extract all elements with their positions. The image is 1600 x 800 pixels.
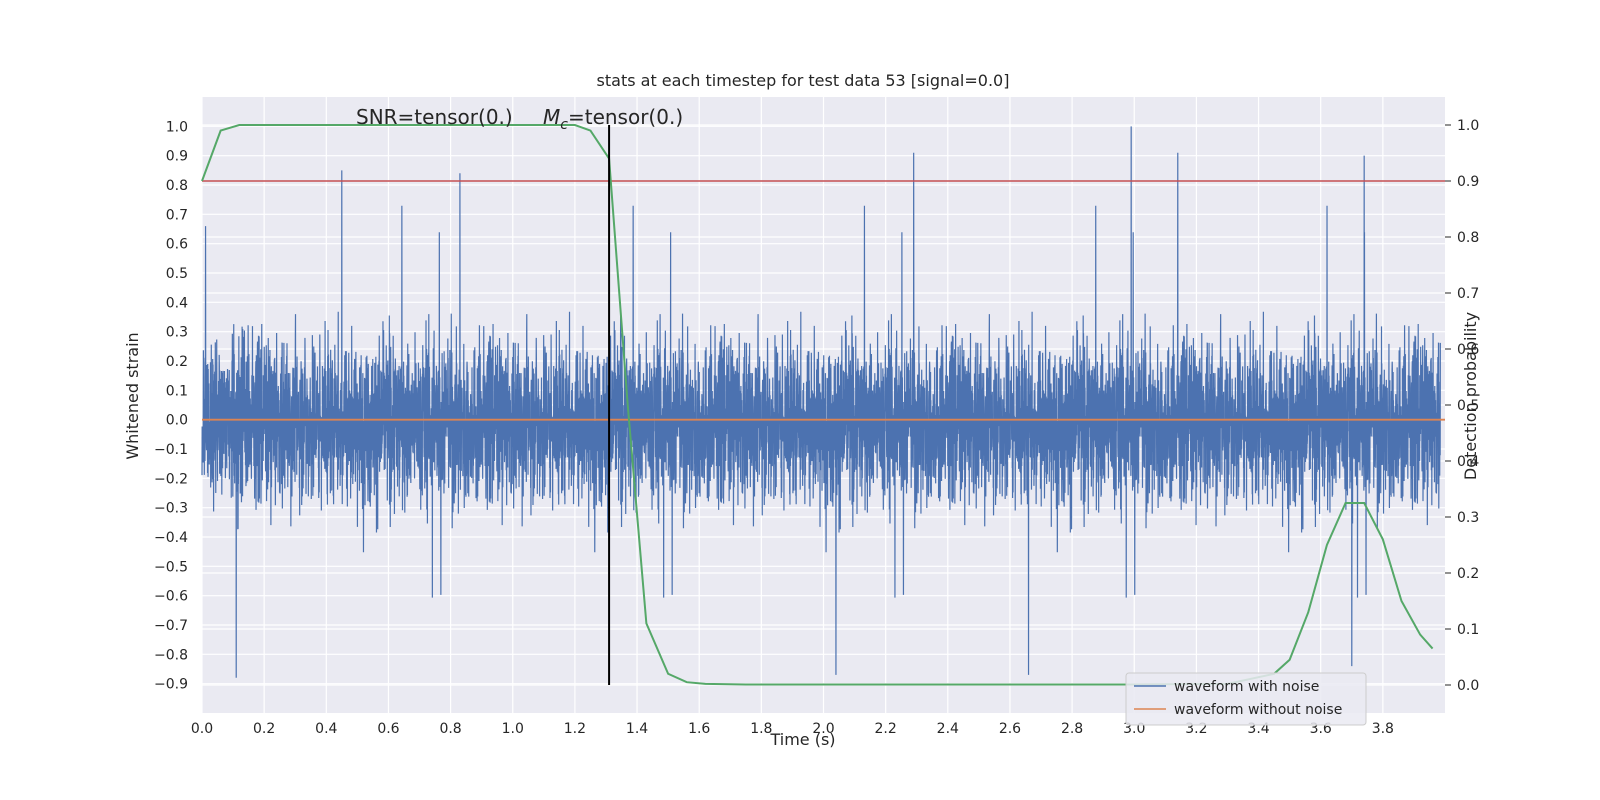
x-tick-label: 0.8 — [439, 721, 461, 737]
x-tick-label: 3.8 — [1372, 721, 1394, 737]
y2-tick-label: 0.1 — [1457, 622, 1479, 638]
y2-tick-label: 0.7 — [1457, 286, 1479, 302]
x-tick-label: 2.2 — [875, 721, 897, 737]
y-tick-label: 0.6 — [166, 237, 188, 253]
snr-mc-annotation: SNR=tensor(0.) Mc=tensor(0.) — [356, 105, 683, 133]
detection-probability-line — [201, 124, 1434, 686]
waveform-with-noise-series — [201, 126, 1441, 678]
x-tick-label: 0.2 — [253, 721, 275, 737]
y-tick-label: 0.2 — [166, 354, 188, 370]
mc-annotation: Mc=tensor(0.) — [543, 105, 683, 133]
y2-tick-label: 0.2 — [1457, 566, 1479, 582]
line-series-layer — [201, 124, 1445, 686]
x-tick-label: 0.4 — [315, 721, 337, 737]
y-tick-label: −0.7 — [154, 618, 188, 634]
x-tick-label: 2.0 — [812, 721, 834, 737]
y2-axis-label: Detection probability — [1461, 312, 1480, 480]
y-tick-label: −0.5 — [154, 559, 188, 575]
snr-annotation: SNR=tensor(0.) — [356, 105, 513, 129]
legend-label-waveform-with-noise: waveform with noise — [1174, 679, 1319, 695]
y2-tick-label: 1.0 — [1457, 118, 1479, 134]
x-tick-label: 2.4 — [937, 721, 959, 737]
y-tick-label: −0.8 — [154, 647, 188, 663]
legend-box — [1125, 672, 1367, 726]
y-tick-label: 0.0 — [166, 413, 188, 429]
y-tick-label: 1.0 — [166, 119, 188, 135]
y-tick-label: 0.9 — [166, 149, 188, 165]
x-tick-label: 1.8 — [750, 721, 772, 737]
x-tick-label: 1.0 — [502, 721, 524, 737]
waveform-with-noise-line — [201, 126, 1441, 678]
x-tick-label: 1.2 — [564, 721, 586, 737]
y-tick-label: 0.8 — [166, 178, 188, 194]
y-tick-label: −0.9 — [154, 677, 188, 693]
y2-tick-label: 0.5 — [1457, 398, 1479, 414]
y-tick-label: 0.3 — [166, 325, 188, 341]
y-tick-label: 0.7 — [166, 207, 188, 223]
y-tick-label: −0.1 — [154, 442, 188, 458]
y-tick-label: 0.1 — [166, 383, 188, 399]
x-tick-label: 1.6 — [688, 721, 710, 737]
y2-tick-label: 0.8 — [1457, 230, 1479, 246]
x-tick-label: 0.6 — [377, 721, 399, 737]
legend: waveform with noise waveform without noi… — [1125, 672, 1367, 726]
y2-tick-label: 0.4 — [1457, 454, 1479, 470]
x-tick-label: 2.6 — [999, 721, 1021, 737]
x-axis-label: Time (s) — [769, 730, 835, 749]
y-tick-label: −0.2 — [154, 471, 188, 487]
y2-tick-label: 0.0 — [1457, 678, 1479, 694]
y-tick-label: 0.5 — [166, 266, 188, 282]
y-tick-label: −0.4 — [154, 530, 188, 546]
y2-tick-label: 0.6 — [1457, 342, 1479, 358]
x-tick-label: 0.0 — [191, 721, 213, 737]
x-tick-label: 1.4 — [626, 721, 648, 737]
y-axis-label: Whitened strain — [123, 332, 142, 459]
tick-labels: 0.0 0.2 0.4 0.6 0.8 1.0 1.2 1.4 1.6 1.8 2.0 2.2 2.4 2… — [154, 118, 1479, 737]
y-tick-label: −0.6 — [154, 589, 188, 605]
y2-tick-label: 0.9 — [1457, 174, 1479, 190]
legend-label-waveform-without-noise: waveform without noise — [1174, 702, 1342, 718]
y-tick-label: −0.3 — [154, 501, 188, 517]
chart-title: stats at each timestep for test data 53 … — [597, 71, 1010, 90]
x-tick-label: 2.8 — [1061, 721, 1083, 737]
y2-tick-label: 0.3 — [1457, 510, 1479, 526]
y-tick-label: 0.4 — [166, 295, 188, 311]
